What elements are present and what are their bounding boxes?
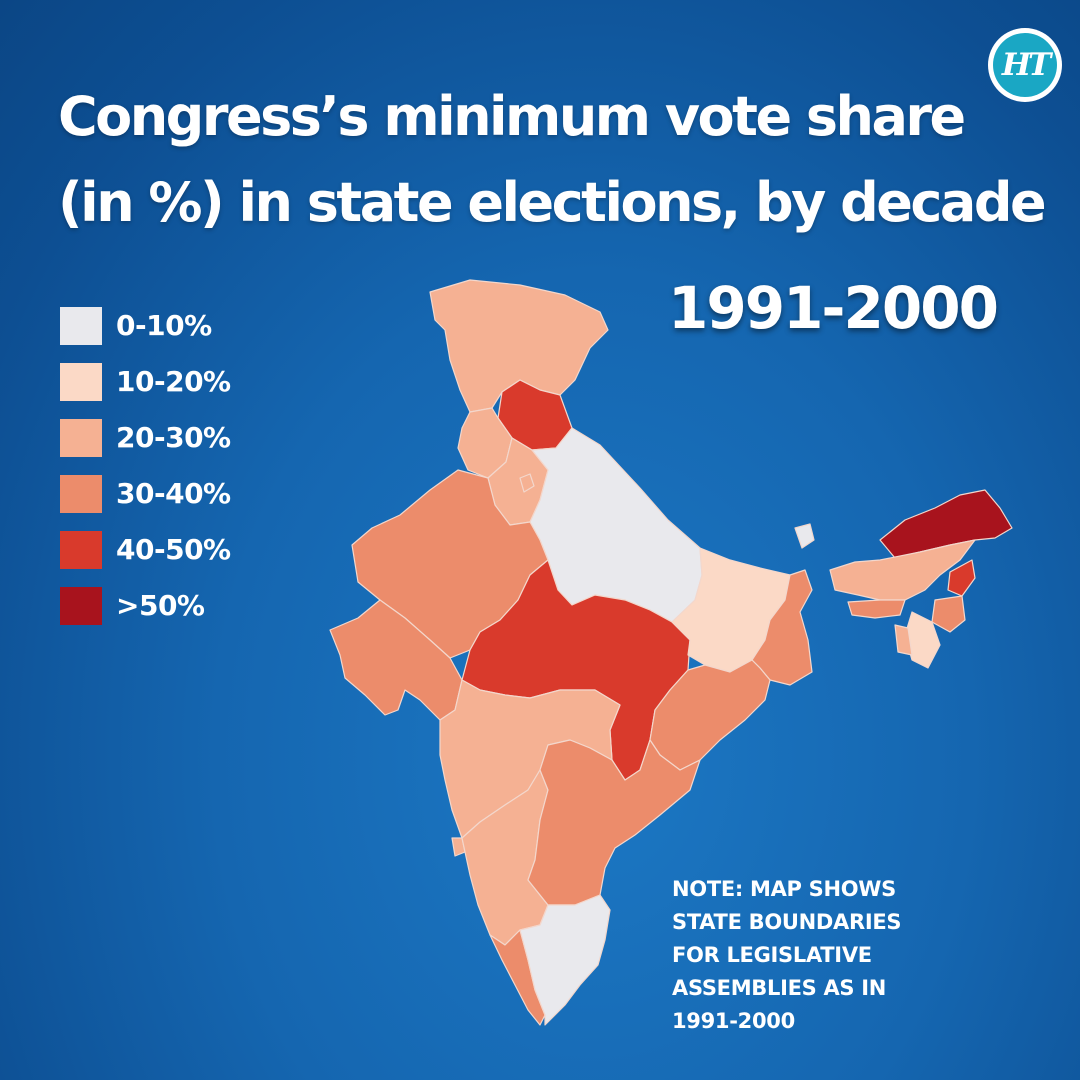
state-manipur [931, 595, 966, 633]
note-line: ASSEMBLIES AS IN [672, 976, 887, 1000]
map-note: NOTE: MAP SHOWS STATE BOUNDARIES FOR LEG… [672, 873, 972, 1038]
legend-label: 30-40% [116, 477, 231, 510]
state-andhra-pradesh [527, 739, 701, 906]
state-nagaland [947, 559, 976, 597]
state-meghalaya [847, 599, 906, 619]
state-tamil-nadu [519, 894, 611, 1026]
legend-swatch [60, 363, 102, 401]
note-line: FOR LEGISLATIVE [672, 943, 872, 967]
state-west-bengal [751, 569, 813, 686]
legend-swatch [60, 307, 102, 345]
ht-logo: HT [988, 28, 1062, 102]
ht-logo-text: HT [993, 33, 1057, 97]
legend-swatch [60, 475, 102, 513]
state-assam [829, 539, 976, 601]
legend-label: 10-20% [116, 365, 231, 398]
decade-label: 1991-2000 [668, 274, 999, 342]
legend-label: 0-10% [116, 309, 212, 342]
legend-label: 40-50% [116, 533, 231, 566]
chart-title: Congress’s minimum vote share (in %) in … [58, 74, 1047, 246]
note-line: STATE BOUNDARIES [672, 910, 902, 934]
title-line-2: (in %) in state elections, by decade [58, 171, 1047, 234]
state-tripura [894, 624, 913, 656]
title-line-1: Congress’s minimum vote share [58, 85, 966, 148]
note-line: 1991-2000 [672, 1009, 795, 1033]
legend-label: 20-30% [116, 421, 231, 454]
state-sikkim [794, 523, 815, 549]
state-delhi [519, 473, 535, 493]
legend-swatch [60, 587, 102, 625]
note-line: NOTE: MAP SHOWS [672, 877, 896, 901]
legend-swatch [60, 419, 102, 457]
legend-label: >50% [116, 589, 205, 622]
legend-swatch [60, 531, 102, 569]
